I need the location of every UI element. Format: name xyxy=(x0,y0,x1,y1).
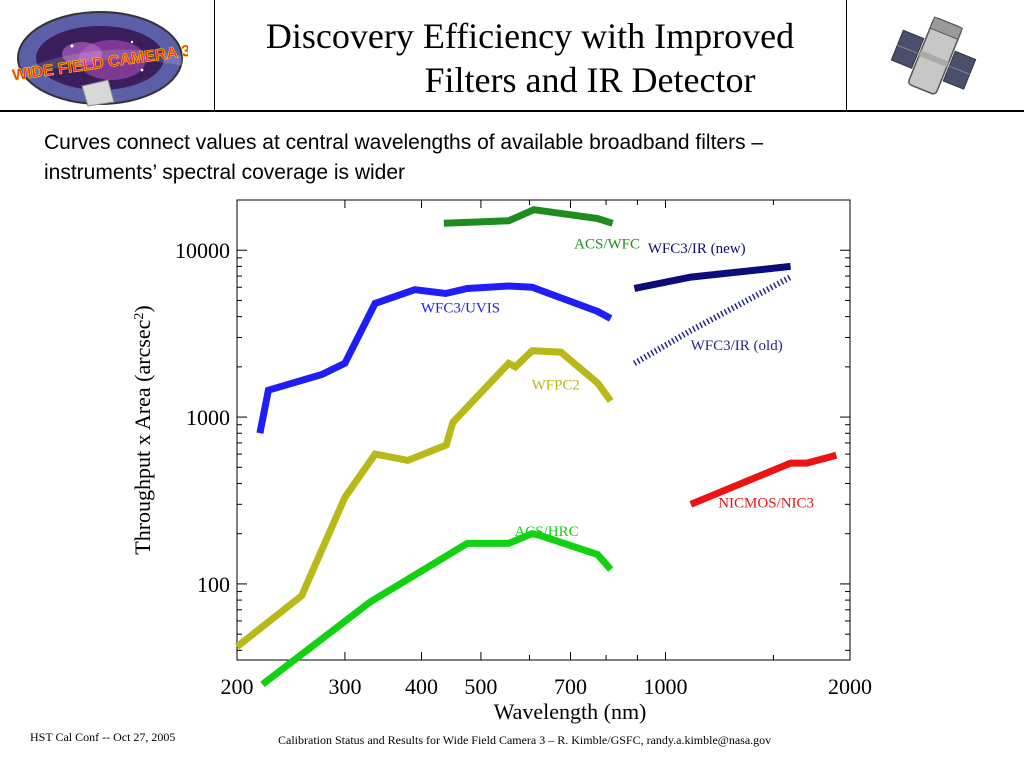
x-tick-label-400: 400 xyxy=(405,674,438,699)
y-axis-label: Throughput x Area (arcsec2) xyxy=(130,305,155,555)
subtitle-line-2: instruments’ spectral coverage is wider xyxy=(44,161,406,184)
series-line-wfpc2 xyxy=(234,347,614,650)
y-axis-label-main: Throughput x Area (arcsec xyxy=(130,319,155,554)
x-tick-label-700: 700 xyxy=(554,674,587,699)
plot-frame xyxy=(236,199,851,661)
y-tick-label-100: 100 xyxy=(197,572,230,597)
wfc3-logo-graphic: WIDE FIELD CAMERA 3 xyxy=(11,11,192,107)
hubble-telescope-icon xyxy=(890,6,980,106)
footer-credit: Calibration Status and Results for Wide … xyxy=(278,733,772,747)
x-axis-label: Wavelength (nm) xyxy=(494,699,647,724)
header-row: WIDE FIELD CAMERA 3 Discovery Efficiency… xyxy=(0,0,1024,110)
series-labels: ACS/WFC WFC3/UVIS WFC3/IR (new) WFC3/IR (ol… xyxy=(421,236,814,540)
series-line-wfc3-uvis xyxy=(256,282,613,434)
x-tick-label-2000: 2000 xyxy=(828,674,872,699)
series-label-wfc3-ir-old: WFC3/IR (old) xyxy=(691,338,783,354)
footer-conference: HST Cal Conf -- Oct 27, 2005 xyxy=(30,730,176,744)
x-tick-label-200: 200 xyxy=(221,674,254,699)
y-axis-label-sup: 2 xyxy=(132,313,147,320)
series-line-nicmos-nic3 xyxy=(689,451,838,508)
wfc3-logo: WIDE FIELD CAMERA 3 xyxy=(11,8,192,108)
header-divider-right xyxy=(846,0,847,110)
slide-subtitle: Curves connect values at central wavelen… xyxy=(44,128,994,188)
x-tick-label-1000: 1000 xyxy=(643,674,687,699)
subtitle-line-1: Curves connect values at central wavelen… xyxy=(44,131,764,154)
axis-ticks: 200 300 400 500 700 1000 2000 100 1000 10000 xyxy=(175,200,872,699)
title-line-1: Discovery Efficiency with Improved xyxy=(265,16,795,56)
series-line-wfc3-ir-new xyxy=(633,262,791,292)
header-divider-left xyxy=(214,0,215,110)
title-line-2: Filters and IR Detector xyxy=(424,60,756,100)
y-tick-label-1000: 1000 xyxy=(186,405,230,430)
series-label-nicmos-nic3: NICMOS/NIC3 xyxy=(718,495,814,511)
header-rule xyxy=(0,110,1024,112)
series-label-wfc3-ir-new: WFC3/IR (new) xyxy=(648,241,746,257)
y-axis-label-end: ) xyxy=(130,305,155,312)
series-label-wfpc2: WFPC2 xyxy=(532,378,580,394)
x-tick-label-300: 300 xyxy=(328,674,361,699)
series-lines xyxy=(234,206,838,688)
y-tick-label-10000: 10000 xyxy=(175,238,230,263)
page-title: Discovery Efficiency with Improved Filte… xyxy=(214,14,846,102)
series-label-acs-hrc: ACS/HRC xyxy=(514,524,578,540)
series-line-acs-hrc xyxy=(260,530,614,688)
series-label-acs-wfc: ACS/WFC xyxy=(574,236,640,252)
series-line-wfc3-ir-old xyxy=(632,274,793,366)
x-tick-label-500: 500 xyxy=(464,674,497,699)
throughput-chart: 200 300 400 500 700 1000 2000 100 1000 10000 ACS/… xyxy=(130,199,872,724)
series-line-acs-wfc xyxy=(443,206,614,227)
series-label-wfc3-uvis: WFC3/UVIS xyxy=(421,301,500,317)
